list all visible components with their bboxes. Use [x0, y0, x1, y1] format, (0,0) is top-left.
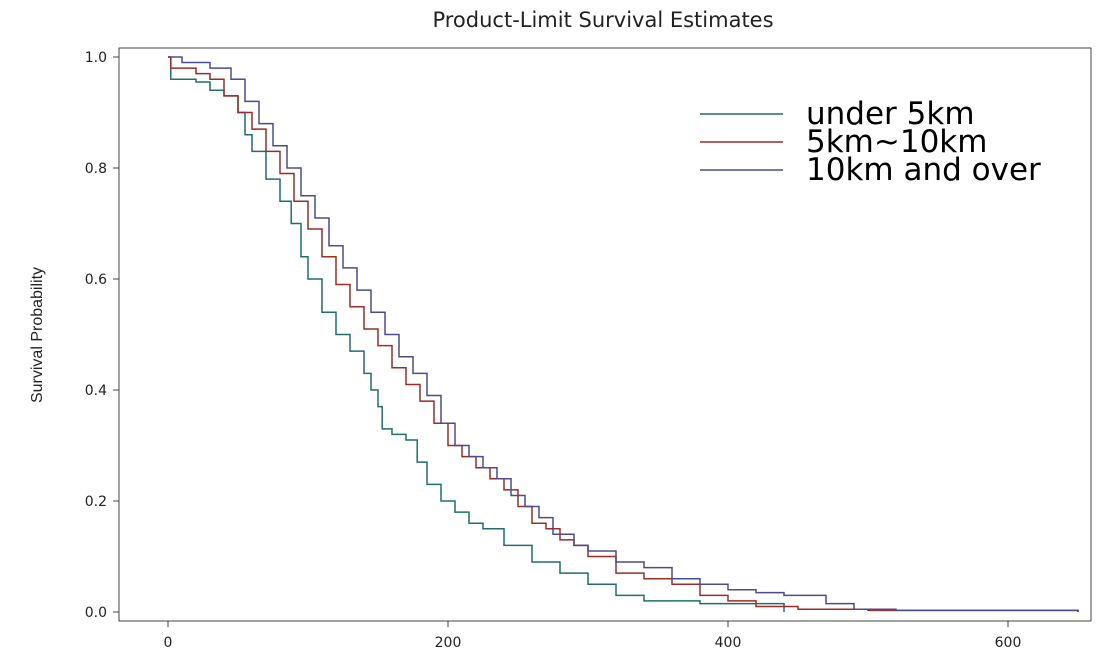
y-tick-label: 0.2: [85, 494, 107, 510]
plot-frame: [118, 47, 1092, 622]
x-tick-label: 0: [164, 635, 173, 651]
x-tick-label: 600: [995, 635, 1022, 651]
legend-label: under 5km: [806, 96, 975, 132]
series-line-3: [168, 56, 1079, 612]
y-axis-label: Survival Probability: [29, 267, 46, 403]
y-axis: 0.0 0.2 0.4 0.6 0.8 1.0: [85, 50, 119, 621]
chart-title: Product-Limit Survival Estimates: [432, 8, 773, 32]
x-tick-label: 400: [715, 635, 742, 651]
series-group: [168, 56, 1079, 612]
x-axis: 0 200 400 600: [164, 621, 1022, 651]
y-tick-label: 0.4: [85, 383, 107, 399]
y-tick-label: 1.0: [85, 50, 107, 66]
x-tick-label: 200: [435, 635, 462, 651]
y-tick-label: 0.0: [85, 605, 107, 621]
series-line-1: [168, 56, 785, 612]
legend-label: 10km and over: [806, 152, 1041, 188]
legend-label: 5km~10km: [806, 124, 987, 160]
y-tick-label: 0.8: [85, 161, 107, 177]
y-tick-label: 0.6: [85, 272, 107, 288]
